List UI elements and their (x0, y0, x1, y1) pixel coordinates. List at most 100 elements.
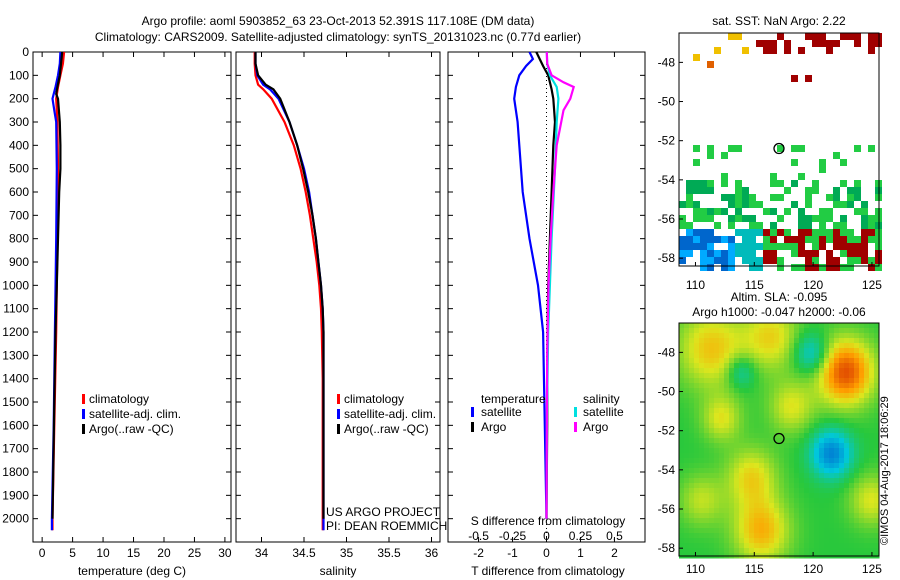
sla-pixel (704, 503, 710, 509)
sla-pixel (709, 323, 715, 329)
sla-pixel (709, 498, 715, 504)
sla-pixel (719, 403, 725, 409)
sla-pixel (734, 393, 740, 399)
sla-pixel (699, 323, 705, 329)
sla-pixel (804, 543, 810, 549)
sla-pixel (709, 523, 715, 529)
sla-pixel (824, 483, 830, 489)
sla-pixel (834, 328, 840, 334)
sla-pixel (794, 353, 800, 359)
sla-pixel (859, 448, 865, 454)
sla-pixel (714, 428, 720, 434)
sst-pixel (868, 222, 875, 229)
sla-pixel (804, 353, 810, 359)
sla-pixel (754, 328, 760, 334)
sla-pixel (839, 473, 845, 479)
sla-pixel (709, 353, 715, 359)
sla-pixel (814, 398, 820, 404)
sla-pixel (839, 358, 845, 364)
sla-pixel (844, 378, 850, 384)
sla-pixel (809, 488, 815, 494)
sla-pixel (839, 518, 845, 524)
sla-pixel (769, 348, 775, 354)
sla-pixel (734, 503, 740, 509)
sst-pixel (742, 250, 749, 257)
sla-pixel (834, 343, 840, 349)
sla-pixel (859, 433, 865, 439)
sla-pixel (814, 488, 820, 494)
sst-pixel (763, 40, 770, 47)
sla-pixel (849, 473, 855, 479)
sla-pixel (799, 438, 805, 444)
sla-pixel (789, 383, 795, 389)
sla-pixel (714, 423, 720, 429)
sla-pixel (759, 413, 765, 419)
sla-pixel (754, 363, 760, 369)
sla-pixel (764, 348, 770, 354)
sla-pixel (769, 508, 775, 514)
sst-pixel (819, 264, 826, 271)
sla-pixel (859, 388, 865, 394)
sla-pixel (844, 443, 850, 449)
sla-pixel (759, 333, 765, 339)
sla-pixel (679, 538, 685, 544)
sst-pixel (805, 264, 812, 271)
sst-pixel (798, 173, 805, 180)
sla-pixel (689, 438, 695, 444)
sla-pixel (824, 333, 830, 339)
sla-pixel (829, 528, 835, 534)
sla-pixel (869, 413, 875, 419)
sla-pixel (754, 443, 760, 449)
sla-pixel (729, 463, 735, 469)
sla-pixel (734, 383, 740, 389)
sla-pixel (719, 413, 725, 419)
temperature-legend-swatch (82, 424, 85, 434)
sla-pixel (874, 353, 880, 359)
sst-pixel (686, 222, 693, 229)
sla-pixel (779, 323, 785, 329)
sst-pixel (798, 243, 805, 250)
sla-pixel (739, 478, 745, 484)
sla-pixel (774, 548, 780, 554)
sla-pixel (864, 388, 870, 394)
sst-pixel (840, 180, 847, 187)
sla-pixel (769, 443, 775, 449)
sla-pixel (854, 453, 860, 459)
sla-pixel (799, 388, 805, 394)
sla-pixel (729, 483, 735, 489)
sla-pixel (849, 423, 855, 429)
temperature-legend-swatch (82, 409, 85, 419)
sst-pixel (756, 229, 763, 236)
sla-pixel (709, 393, 715, 399)
sla-pixel (834, 458, 840, 464)
sla-pixel (704, 373, 710, 379)
sla-pixel (814, 503, 820, 509)
sla-pixel (679, 383, 685, 389)
sla-pixel (824, 323, 830, 329)
sla-pixel (774, 428, 780, 434)
sla-pixel (779, 423, 785, 429)
sla-pixel (799, 433, 805, 439)
sst-pixel (693, 180, 700, 187)
sla-pixel (809, 343, 815, 349)
sst-pixel (735, 201, 742, 208)
sla-pixel (784, 453, 790, 459)
sla-pixel (714, 353, 720, 359)
sla-pixel (734, 343, 740, 349)
sla-pixel (689, 428, 695, 434)
sla-pixel (744, 473, 750, 479)
sla-pixel (734, 438, 740, 444)
sla-pixel (694, 503, 700, 509)
sst-pixel (805, 75, 812, 82)
sla-pixel (744, 403, 750, 409)
sla-pixel (814, 538, 820, 544)
sst-pixel (847, 201, 854, 208)
sla-pixel (739, 398, 745, 404)
sla-pixel (739, 338, 745, 344)
sla-pixel (819, 438, 825, 444)
sla-pixel (774, 438, 780, 444)
sla-pixel (729, 488, 735, 494)
sla-pixel (794, 413, 800, 419)
sla-pixel (844, 518, 850, 524)
sla-pixel (794, 438, 800, 444)
